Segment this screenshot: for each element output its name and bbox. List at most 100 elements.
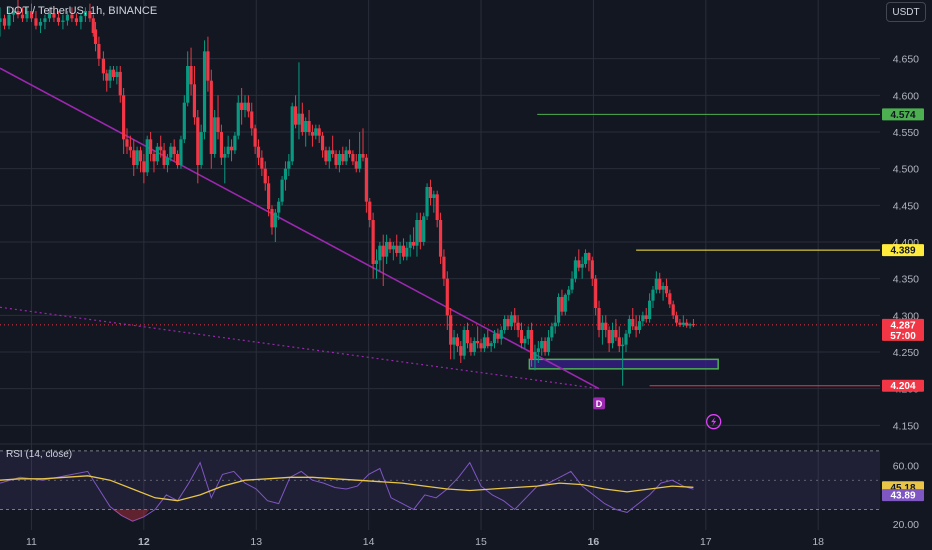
- time-tick-label: 12: [138, 536, 150, 548]
- candle-body: [381, 245, 385, 257]
- price-tick-label: 4.350: [893, 274, 919, 286]
- support-zone[interactable]: [528, 358, 719, 370]
- candle-body: [0, 18, 2, 22]
- currency-button[interactable]: USDT: [886, 2, 926, 22]
- level-lines: [0, 113, 880, 387]
- rsi-line: [0, 461, 694, 522]
- candle-body: [165, 157, 170, 165]
- dividend-marker-icon[interactable]: [593, 397, 606, 410]
- candle-body: [320, 135, 325, 151]
- candle-body: [324, 150, 328, 162]
- candle-body: [398, 245, 402, 253]
- candle-body: [25, 11, 29, 19]
- candle-body: [293, 106, 298, 125]
- candle-body: [509, 315, 513, 327]
- candle-body: [122, 95, 126, 140]
- candle-body: [563, 294, 567, 312]
- candle-body: [371, 220, 375, 264]
- candle-body: [641, 315, 645, 322]
- candle-body: [199, 132, 203, 165]
- candle-body: [2, 18, 7, 26]
- candle-body: [583, 253, 588, 264]
- candle-body: [347, 150, 352, 154]
- candle-body: [540, 341, 544, 349]
- candle-body: [597, 308, 601, 330]
- candle-body: [189, 66, 193, 85]
- symbol-title[interactable]: DOT / TetherUS, 1h, BINANCE: [6, 5, 158, 17]
- candle-body: [688, 324, 692, 326]
- candle-body: [152, 154, 156, 162]
- candle-body: [411, 242, 416, 246]
- candle-body: [422, 216, 426, 242]
- candle-body: [206, 51, 210, 81]
- candle-body: [128, 146, 132, 151]
- candle-body: [651, 289, 655, 301]
- rsi-ma-line: [0, 475, 694, 502]
- candle-body: [361, 154, 365, 158]
- candle-body: [97, 44, 101, 59]
- candle-body: [435, 194, 439, 220]
- chart-markers[interactable]: D: [593, 397, 722, 430]
- candle-body: [378, 245, 382, 261]
- candle-body: [590, 260, 594, 279]
- candle-body: [482, 337, 486, 349]
- candle-body: [105, 73, 109, 81]
- candle-body: [273, 212, 277, 228]
- candle-body: [374, 260, 379, 264]
- candle-body: [567, 289, 571, 295]
- candle-body: [115, 71, 119, 77]
- candle-body: [634, 326, 638, 330]
- price-tick-label: 4.250: [893, 347, 919, 359]
- candle-body: [385, 242, 389, 257]
- candle-body: [159, 146, 163, 151]
- candle-body: [290, 106, 294, 162]
- time-axis[interactable]: 11 12 13 14 15 16 17 18: [26, 536, 824, 548]
- candle-body: [169, 146, 173, 158]
- candle-body: [594, 278, 598, 308]
- rsi-indicator-label[interactable]: RSI (14, close): [6, 449, 73, 460]
- candle-body: [132, 150, 136, 165]
- price-tick-label: 4.450: [893, 200, 919, 212]
- candle-body: [287, 161, 291, 169]
- candle-body: [162, 150, 166, 165]
- candle-body: [196, 117, 200, 165]
- time-tick-label: 14: [363, 536, 375, 548]
- candle-body: [304, 121, 308, 132]
- price-tick-label: 4.650: [893, 54, 919, 66]
- candle-body: [263, 168, 267, 184]
- candle-body: [661, 286, 665, 290]
- candle-body: [219, 132, 224, 158]
- candle-body: [47, 13, 52, 19]
- candle-body: [648, 300, 652, 319]
- candle-body: [172, 146, 176, 154]
- rsi-value-label: 43.89: [890, 491, 915, 502]
- candle-body: [499, 330, 503, 339]
- price-tick-label: 4.550: [893, 127, 919, 139]
- candle-body: [644, 315, 648, 319]
- candle-body: [452, 337, 456, 345]
- dotted-trendline[interactable]: [0, 306, 600, 390]
- candle-body: [428, 187, 433, 198]
- time-tick-label: 15: [475, 536, 487, 548]
- candle-body: [297, 113, 301, 125]
- flash-icon[interactable]: [706, 414, 722, 430]
- candle-body: [425, 187, 429, 217]
- candle-body: [341, 154, 345, 162]
- candle-body: [600, 322, 605, 330]
- price-tag-label: 4.287: [890, 320, 915, 331]
- candle-body: [317, 128, 321, 136]
- candle-body: [681, 322, 685, 325]
- candle-body: [449, 315, 453, 345]
- candle-body: [327, 150, 331, 162]
- candle-body: [34, 18, 38, 26]
- rsi-pane: [0, 450, 880, 522]
- support-zone-rect[interactable]: [528, 358, 719, 370]
- candle-body: [691, 324, 696, 326]
- candle-body: [671, 304, 675, 316]
- candle-body: [614, 330, 618, 338]
- candle-body: [233, 135, 237, 151]
- rsi-value-label: 45.18: [890, 483, 915, 494]
- candle-body: [20, 14, 25, 19]
